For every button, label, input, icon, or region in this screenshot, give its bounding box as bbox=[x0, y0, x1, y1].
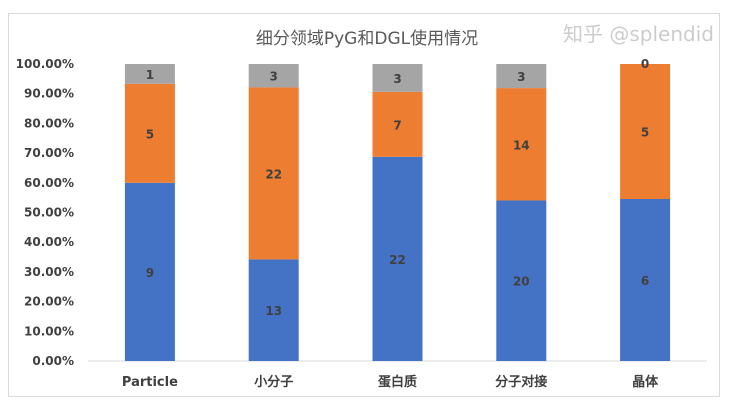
data-label: 22 bbox=[265, 167, 282, 181]
data-label: 20 bbox=[513, 275, 530, 289]
data-label: 22 bbox=[389, 253, 406, 267]
bar-segment bbox=[620, 199, 671, 361]
bar-segment bbox=[372, 156, 423, 361]
data-label: 1 bbox=[146, 68, 154, 82]
bar-segment bbox=[248, 259, 299, 361]
bar-segment bbox=[248, 64, 299, 88]
bar-segment bbox=[124, 182, 175, 361]
data-label: 7 bbox=[393, 118, 401, 132]
y-tick-label: 80.00% bbox=[24, 116, 74, 130]
x-category-label: 晶体 bbox=[632, 374, 659, 390]
bar-segment bbox=[496, 64, 547, 89]
watermark: 知乎 @splendid bbox=[563, 22, 714, 46]
bar-segment bbox=[496, 88, 547, 201]
bar-segment bbox=[496, 200, 547, 361]
bar-segment bbox=[124, 64, 175, 84]
chart-title: 细分领域PyG和DGL使用情况 bbox=[255, 29, 479, 49]
bar-segment bbox=[124, 83, 175, 183]
bar-segment bbox=[372, 64, 423, 92]
data-label: 3 bbox=[393, 72, 401, 86]
x-category-label: Particle bbox=[122, 375, 178, 390]
data-label: 5 bbox=[146, 127, 154, 141]
bar-segment bbox=[248, 87, 299, 260]
data-label: 5 bbox=[641, 126, 649, 140]
data-label: 0 bbox=[641, 57, 649, 71]
y-tick-label: 100.00% bbox=[16, 57, 74, 71]
chart-frame bbox=[8, 13, 720, 397]
x-category-label: 小分子 bbox=[254, 374, 293, 390]
data-label: 13 bbox=[265, 304, 282, 318]
y-tick-label: 0.00% bbox=[32, 354, 74, 368]
y-tick-label: 60.00% bbox=[24, 176, 74, 190]
y-tick-label: 90.00% bbox=[24, 87, 74, 101]
data-label: 9 bbox=[146, 266, 154, 280]
x-category-label: 分子对接 bbox=[495, 374, 547, 390]
y-tick-label: 50.00% bbox=[24, 206, 74, 220]
y-tick-label: 70.00% bbox=[24, 146, 74, 160]
y-tick-label: 40.00% bbox=[24, 235, 74, 249]
y-tick-label: 20.00% bbox=[24, 295, 74, 309]
bar-segment bbox=[372, 91, 423, 157]
y-tick-label: 30.00% bbox=[24, 265, 74, 279]
data-label: 3 bbox=[270, 70, 278, 84]
data-label: 14 bbox=[513, 138, 530, 152]
y-tick-label: 10.00% bbox=[24, 324, 74, 338]
bar-segment bbox=[620, 64, 671, 199]
data-label: 3 bbox=[517, 70, 525, 84]
x-category-label: 蛋白质 bbox=[378, 374, 417, 390]
data-label: 6 bbox=[641, 274, 649, 288]
